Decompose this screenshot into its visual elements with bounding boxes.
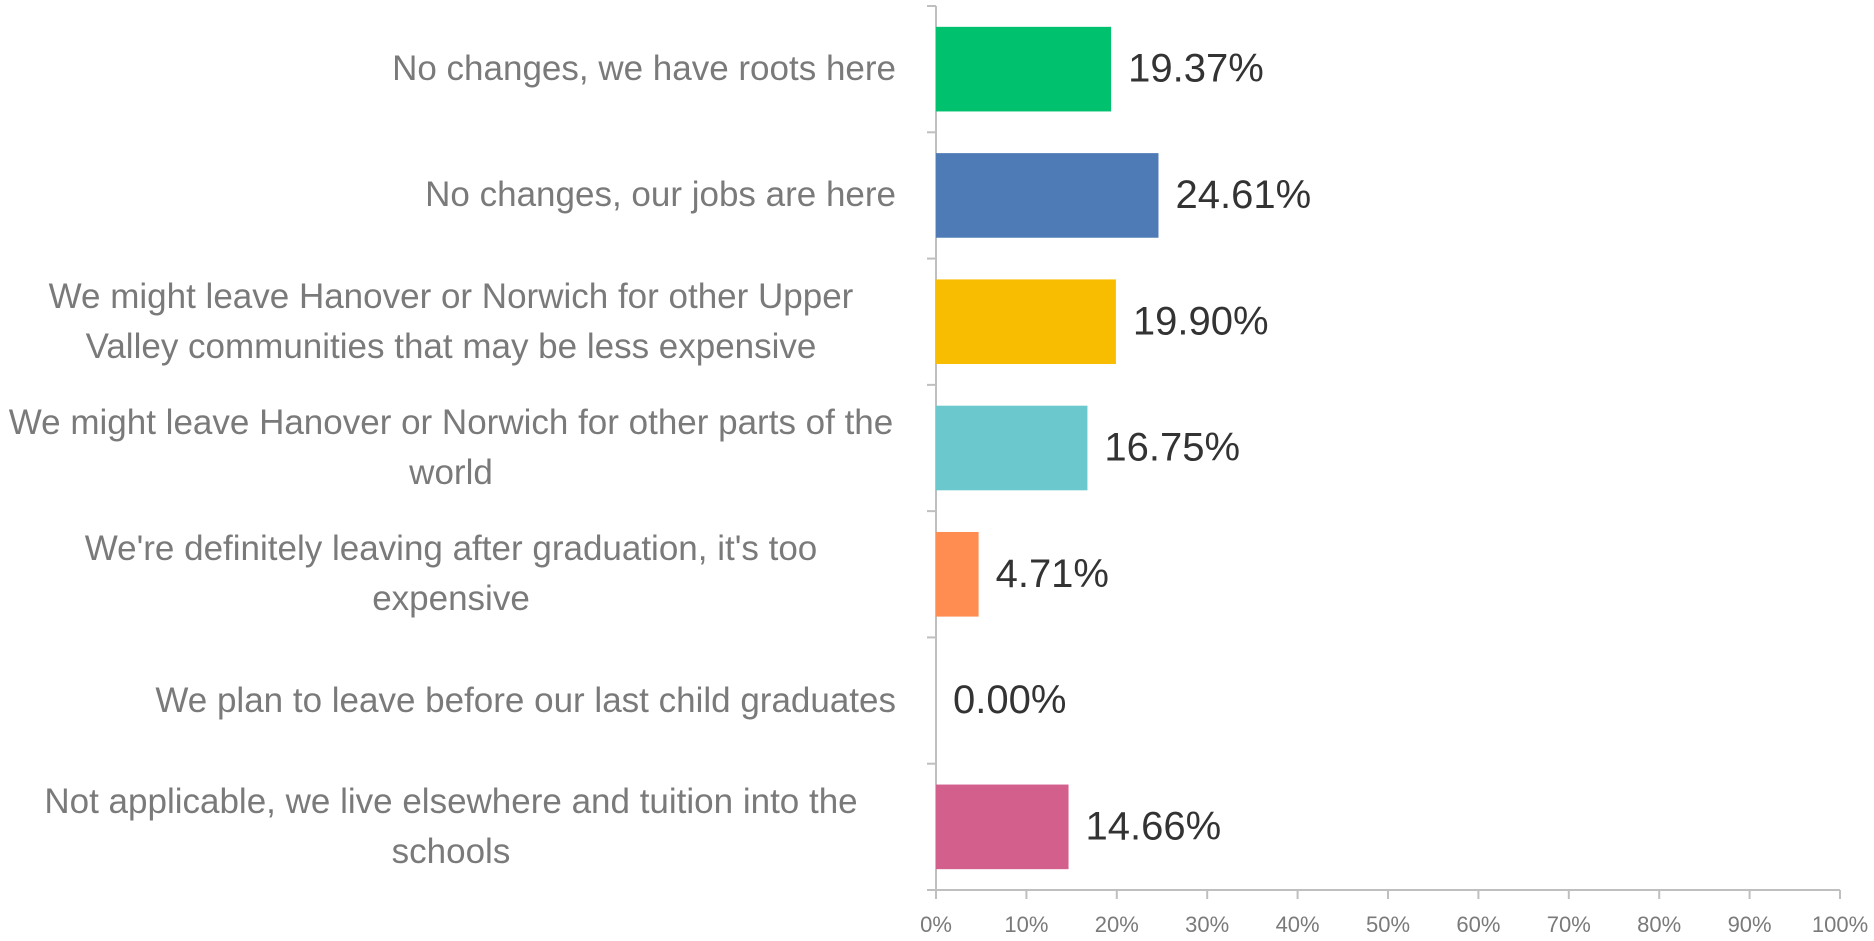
bar: [936, 26, 1112, 112]
bar: [936, 405, 1088, 491]
x-tick-label: 20%: [1095, 912, 1139, 937]
category-label: We might leave Hanover or Norwich for ot…: [8, 402, 894, 492]
category-label-box: No changes, we have roots here: [0, 6, 896, 132]
bar: [936, 784, 1069, 870]
category-label-box: We plan to leave before our last child g…: [0, 637, 896, 763]
category-label: Not applicable, we live elsewhere and tu…: [44, 781, 858, 871]
x-tick-label: 50%: [1366, 912, 1410, 937]
category-label-box: No changes, our jobs are here: [0, 132, 896, 258]
category-label-box: We might leave Hanover or Norwich for ot…: [0, 259, 896, 385]
value-label: 24.61%: [1175, 173, 1311, 217]
category-label: We might leave Hanover or Norwich for ot…: [48, 276, 854, 366]
bar: [936, 153, 1159, 238]
category-label-box: We're definitely leaving after graduatio…: [0, 511, 896, 637]
x-tick-label: 80%: [1637, 912, 1681, 937]
x-tick-label: 100%: [1812, 912, 1868, 937]
value-label: 0.00%: [953, 678, 1066, 722]
value-label: 19.90%: [1133, 299, 1269, 343]
x-tick-label: 60%: [1456, 912, 1500, 937]
x-tick-label: 30%: [1185, 912, 1229, 937]
category-label: No changes, we have roots here: [392, 49, 896, 89]
x-tick-label: 70%: [1547, 912, 1591, 937]
x-tick-label: 10%: [1004, 912, 1048, 937]
x-tick-label: 90%: [1728, 912, 1772, 937]
category-label: No changes, our jobs are here: [425, 175, 896, 215]
category-label: We plan to leave before our last child g…: [155, 680, 896, 720]
value-label: 4.71%: [996, 552, 1109, 596]
value-label: 14.66%: [1086, 804, 1222, 848]
bar: [936, 531, 979, 617]
value-label: 16.75%: [1104, 426, 1240, 470]
category-label: We're definitely leaving after graduatio…: [84, 529, 818, 619]
x-tick-label: 0%: [920, 912, 952, 937]
category-label-box: We might leave Hanover or Norwich for ot…: [0, 385, 896, 511]
bar: [936, 279, 1116, 365]
x-tick-label: 40%: [1276, 912, 1320, 937]
category-label-box: Not applicable, we live elsewhere and tu…: [0, 764, 896, 890]
value-label: 19.37%: [1128, 47, 1264, 91]
